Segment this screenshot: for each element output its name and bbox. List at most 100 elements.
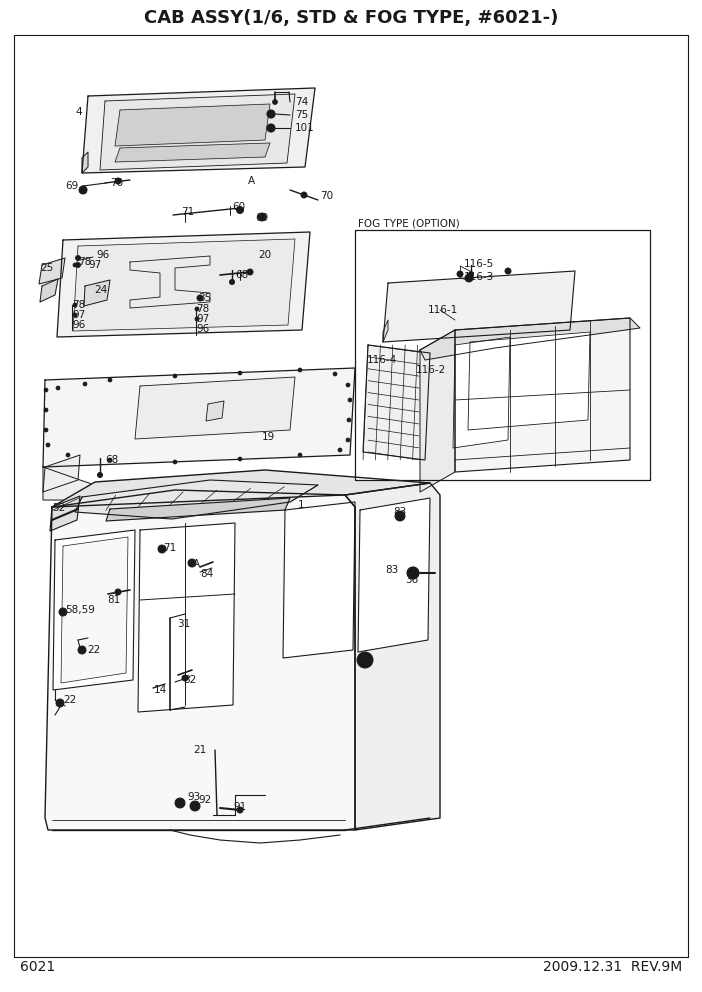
Text: 116-2: 116-2 [416, 365, 446, 375]
Circle shape [44, 408, 48, 412]
Polygon shape [73, 239, 295, 331]
Polygon shape [50, 496, 80, 531]
Circle shape [260, 215, 263, 218]
Circle shape [270, 127, 272, 130]
Text: 22: 22 [87, 645, 100, 655]
Circle shape [237, 807, 243, 813]
Text: 52: 52 [52, 503, 65, 513]
Circle shape [347, 418, 351, 422]
Polygon shape [135, 377, 295, 439]
Polygon shape [43, 368, 355, 467]
Circle shape [346, 383, 350, 387]
Text: 116-4: 116-4 [367, 355, 397, 365]
Circle shape [270, 112, 272, 115]
Text: 21: 21 [193, 745, 206, 755]
Text: 20: 20 [258, 250, 271, 260]
Text: 68: 68 [105, 455, 118, 465]
Circle shape [66, 453, 70, 457]
Text: 116-3: 116-3 [464, 272, 494, 282]
Text: 96: 96 [196, 324, 209, 334]
Polygon shape [420, 330, 455, 492]
Circle shape [298, 368, 302, 372]
Polygon shape [43, 467, 200, 500]
Circle shape [395, 511, 405, 521]
Circle shape [465, 274, 473, 282]
Circle shape [190, 801, 200, 811]
Text: 1: 1 [298, 500, 305, 510]
Text: 97: 97 [196, 314, 209, 324]
Polygon shape [75, 480, 318, 519]
Polygon shape [138, 523, 235, 712]
Text: 35: 35 [198, 293, 211, 303]
Text: 116-1: 116-1 [428, 305, 458, 315]
Circle shape [190, 561, 194, 564]
Polygon shape [453, 337, 510, 448]
Circle shape [298, 453, 302, 457]
Text: 75: 75 [295, 110, 308, 120]
Text: 97: 97 [88, 260, 101, 270]
Circle shape [197, 295, 203, 301]
Circle shape [195, 307, 199, 311]
Polygon shape [420, 318, 640, 360]
Polygon shape [43, 455, 80, 492]
Polygon shape [383, 271, 575, 342]
Circle shape [81, 188, 84, 191]
Circle shape [79, 186, 87, 194]
Circle shape [98, 472, 102, 477]
Text: 92: 92 [198, 795, 211, 805]
Polygon shape [363, 345, 430, 460]
Polygon shape [115, 143, 270, 162]
Circle shape [410, 570, 416, 576]
Circle shape [76, 256, 81, 261]
Polygon shape [468, 332, 590, 430]
Text: 96: 96 [72, 320, 85, 330]
Polygon shape [53, 530, 135, 690]
Circle shape [182, 675, 188, 681]
Text: 2009.12.31  REV.9M: 2009.12.31 REV.9M [543, 960, 682, 974]
Text: 69: 69 [65, 181, 78, 191]
Text: FOG TYPE (OPTION): FOG TYPE (OPTION) [358, 219, 460, 229]
Text: 81: 81 [107, 595, 120, 605]
Circle shape [115, 589, 121, 595]
Circle shape [175, 798, 185, 808]
Polygon shape [455, 318, 630, 472]
Text: 69: 69 [255, 213, 268, 223]
Circle shape [239, 208, 241, 211]
Text: 22: 22 [63, 695, 77, 705]
Circle shape [505, 268, 511, 274]
Circle shape [115, 178, 121, 184]
Text: 6021: 6021 [20, 960, 55, 974]
Circle shape [76, 263, 81, 268]
Circle shape [62, 610, 65, 613]
Circle shape [237, 206, 244, 213]
Circle shape [59, 608, 67, 616]
Polygon shape [106, 498, 290, 521]
Text: 70: 70 [110, 178, 123, 188]
Circle shape [56, 699, 64, 707]
Circle shape [407, 567, 419, 579]
Polygon shape [383, 320, 388, 342]
Circle shape [346, 438, 350, 442]
Text: 58,59: 58,59 [65, 605, 95, 615]
Text: 116-5: 116-5 [464, 259, 494, 269]
Circle shape [73, 313, 77, 317]
Circle shape [267, 110, 275, 118]
Text: 82: 82 [183, 675, 197, 685]
Circle shape [267, 124, 275, 132]
Text: 91: 91 [233, 802, 246, 812]
Circle shape [348, 398, 352, 402]
Circle shape [173, 374, 177, 378]
Circle shape [44, 428, 48, 432]
Circle shape [230, 280, 234, 285]
Circle shape [178, 801, 182, 805]
Circle shape [361, 656, 369, 664]
Circle shape [173, 460, 177, 464]
Circle shape [238, 457, 242, 461]
Circle shape [247, 269, 253, 275]
Polygon shape [206, 401, 224, 421]
Text: 97: 97 [72, 310, 85, 320]
Text: 84: 84 [200, 569, 213, 579]
Text: 24: 24 [94, 285, 107, 295]
Polygon shape [52, 470, 430, 507]
Polygon shape [45, 495, 355, 830]
